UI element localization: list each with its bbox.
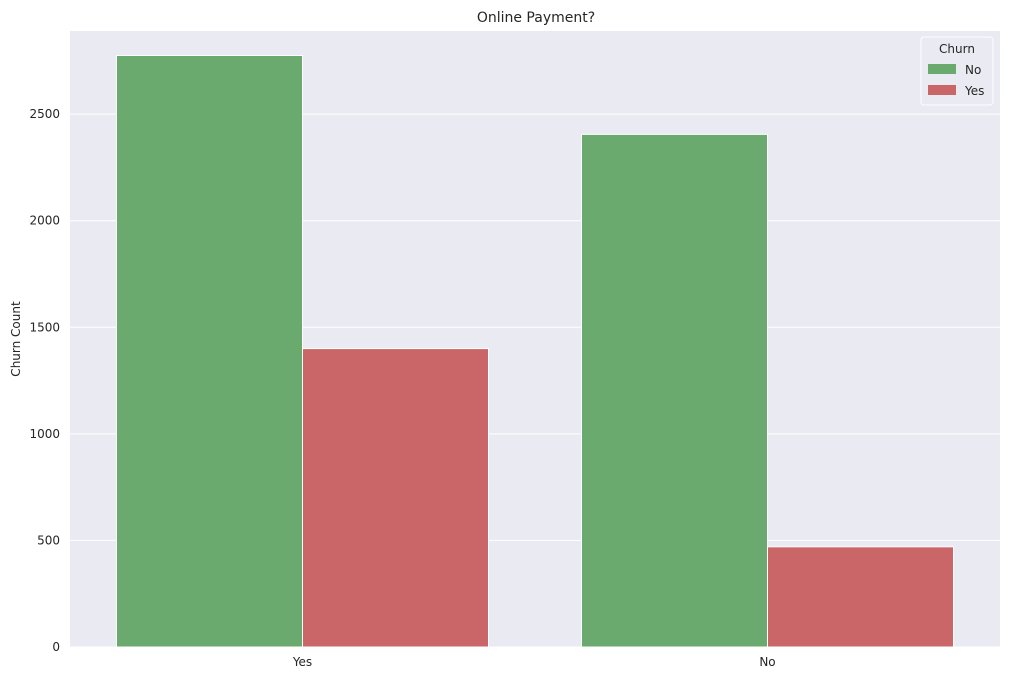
bars xyxy=(116,55,954,648)
y-tick-labels: 0 500 1000 1500 2000 2500 xyxy=(29,107,60,654)
x-tick-labels: Yes No xyxy=(292,655,776,669)
y-tick-label: 1500 xyxy=(29,320,60,334)
legend-items: No Yes xyxy=(928,63,984,98)
y-tick-label: 500 xyxy=(37,533,60,547)
legend-title: Churn xyxy=(939,42,975,56)
y-tick-label: 2000 xyxy=(29,214,60,228)
bar-yes-churn-yes xyxy=(302,348,489,648)
legend: Churn No Yes xyxy=(920,36,994,106)
x-tick-label: Yes xyxy=(292,655,312,669)
legend-label-no: No xyxy=(965,63,981,77)
legend-label-yes: Yes xyxy=(964,84,984,98)
bar-no-churn-yes xyxy=(767,546,954,648)
x-tick-label: No xyxy=(759,655,775,669)
y-axis-label: Churn Count xyxy=(9,301,23,377)
legend-swatch-yes xyxy=(928,85,956,95)
y-tick-label: 2500 xyxy=(29,107,60,121)
chart-title: Online Payment? xyxy=(477,10,595,26)
y-tick-label: 1000 xyxy=(29,427,60,441)
y-tick-label: 0 xyxy=(52,640,60,654)
bar-yes-churn-no xyxy=(116,55,303,648)
bar-no-churn-no xyxy=(581,133,768,648)
legend-swatch-no xyxy=(928,64,956,74)
